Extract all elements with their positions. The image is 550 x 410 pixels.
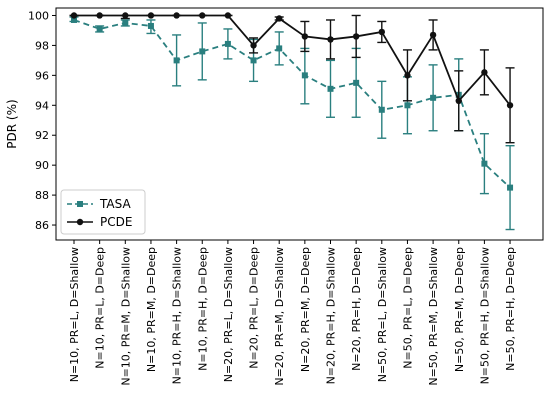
pcde-point [352,33,360,40]
x-tick-label: N=50, PR=M, D=Shallow [427,247,440,386]
x-axis: N=10, PR=L, D=Shallow N=10, PR=L, D=Deep N… [68,240,517,386]
pcde-point [122,12,129,19]
x-tick-label: N=10, PR=M, D=Deep [145,247,158,372]
pcde-point [301,33,309,40]
y-tick-label: 92 [35,129,49,142]
tasa-point [404,102,411,109]
y-tick-label: 96 [35,69,49,82]
y-axis: 86 88 90 92 94 96 98 100 [28,9,56,232]
series-tasa [69,16,515,231]
pcde-point [173,12,180,19]
x-tick-label: N=20, PR=H, D=Shallow [325,247,338,384]
x-tick-label: N=20, PR=H, D=Deep [350,247,363,371]
tasa-point [173,57,180,64]
x-tick-label: N=50, PR=H, D=Shallow [478,247,491,384]
pcde-point [378,28,385,36]
x-tick-label: N=10, PR=H, D=Deep [196,247,209,371]
pcde-point [199,12,206,19]
pcde-point [481,69,488,76]
x-tick-label: N=10, PR=M, D=Shallow [119,247,132,386]
legend-label-tasa: TASA [99,197,131,211]
tasa-point [327,85,334,92]
pcde-line [74,14,511,106]
x-tick-label: N=50, PR=L, D=Shallow [376,247,389,382]
y-tick-label: 88 [35,189,49,202]
legend: TASA PCDE [60,189,146,235]
pcde-point [429,31,437,39]
tasa-point [430,94,437,101]
pcde-point [276,15,283,22]
x-tick-label: N=10, PR=H, D=Shallow [171,247,184,384]
tasa-point [378,106,385,113]
pcde-point [147,12,155,19]
y-axis-label: PDR (%) [5,99,19,148]
pcde-point [250,42,257,49]
pcde-point [506,102,514,109]
pcde-point [404,72,411,79]
plot-frame [55,7,544,241]
pcde-point [96,12,103,19]
series-pcde [69,12,515,144]
x-tick-label: N=20, PR=M, D=Deep [299,247,312,372]
y-tick-label: 98 [35,39,49,52]
x-tick-label: N=10, PR=L, D=Shallow [68,247,81,382]
tasa-line [73,19,511,189]
y-tick-label: 86 [35,219,49,232]
tasa-point [147,22,154,29]
tasa-point [224,40,231,47]
tasa-point [481,160,488,167]
tasa-point [276,45,283,52]
legend-marker-tasa [77,201,83,207]
legend-marker-pcde [76,218,84,226]
tasa-point [250,57,257,64]
tasa-point [507,184,514,191]
y-tick-label: 100 [28,9,49,22]
y-tick-label: 90 [35,159,49,172]
tasa-point [122,19,129,26]
x-tick-label: N=20, PR=L, D=Shallow [222,247,235,382]
series-layer [69,12,515,231]
tasa-point [353,79,360,86]
tasa-point [199,48,206,55]
pcde-point [70,12,78,19]
pcde-point [455,97,462,105]
tasa-point [71,16,77,23]
x-tick-label: N=10, PR=L, D=Deep [94,247,107,369]
x-tick-label: N=50, PR=L, D=Deep [401,247,414,369]
tasa-point [96,25,103,32]
legend-label-pcde: PCDE [100,215,132,229]
x-tick-label: N=20, PR=M, D=Shallow [273,247,286,386]
x-tick-label: N=20, PR=L, D=Deep [248,247,261,369]
tasa-point [301,72,308,79]
x-tick-label: N=50, PR=M, D=Deep [453,247,466,372]
pcde-point [224,12,232,19]
x-tick-label: N=50, PR=H, D=Deep [504,247,517,371]
pcde-point [327,36,334,43]
y-tick-label: 94 [35,99,49,112]
